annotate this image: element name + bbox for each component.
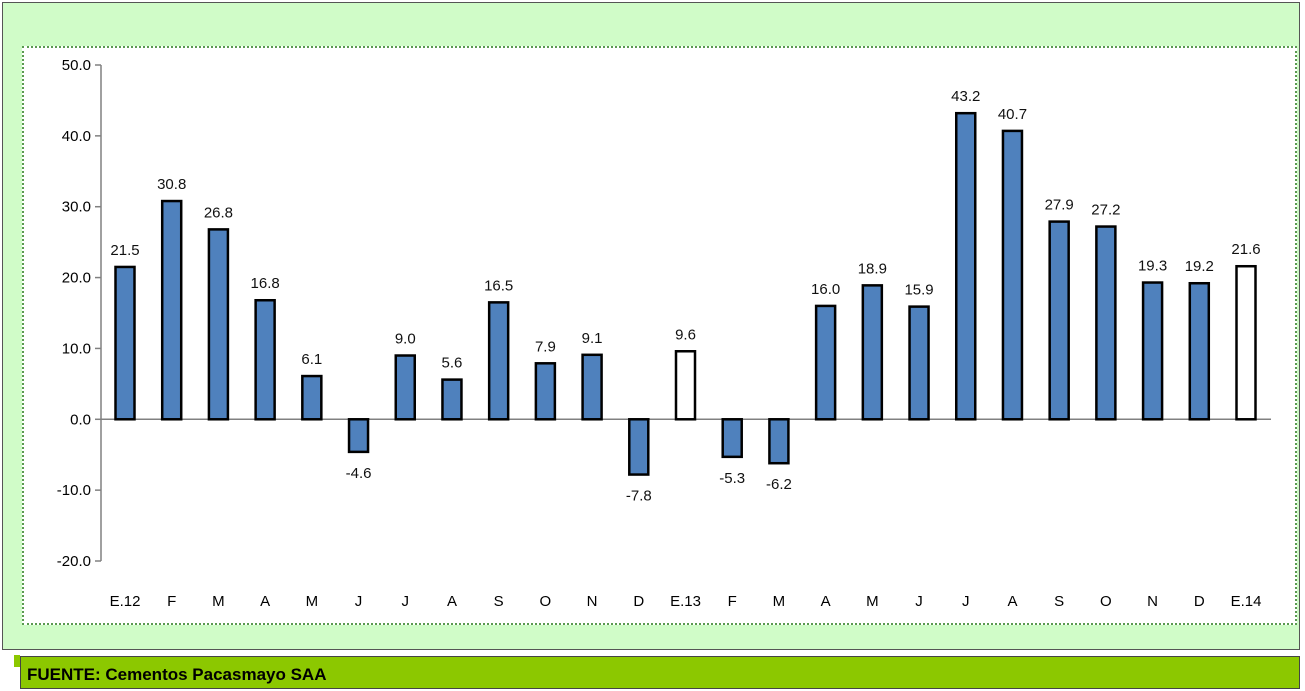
bar: [114, 265, 136, 421]
x-tick-label: M: [773, 593, 786, 610]
bar: [674, 350, 697, 421]
x-tick-label: D: [633, 593, 644, 610]
bar: [955, 111, 977, 421]
x-tick-label: E.14: [1231, 593, 1262, 610]
bar: [487, 301, 510, 421]
x-tick-label: J: [962, 593, 970, 610]
x-tick-label: J: [915, 593, 923, 610]
data-label: -5.3: [719, 470, 745, 487]
x-tick-label: M: [306, 593, 319, 610]
x-tick-label: A: [447, 593, 457, 610]
data-label: 30.8: [157, 176, 186, 193]
bar: [347, 418, 370, 454]
data-label: 19.2: [1185, 258, 1214, 275]
x-tick-label: E.13: [670, 593, 701, 610]
bar: [254, 298, 276, 421]
data-label: 6.1: [301, 351, 322, 368]
bar: [1141, 281, 1164, 421]
axes: 50.0 40.0 30.0 20.0 10.0 0.0 -10.0 -20.0: [57, 57, 1271, 570]
x-tick-label: S: [1054, 593, 1064, 610]
bar: [721, 418, 743, 459]
x-tick-label: E.12: [110, 593, 141, 610]
bar: [1048, 220, 1070, 421]
x-tick-label: O: [1100, 593, 1112, 610]
bar: [1001, 129, 1024, 421]
y-tick-label: 0.0: [70, 411, 91, 428]
data-label: 21.6: [1231, 241, 1260, 258]
bar: [394, 354, 416, 421]
x-tick-label: J: [402, 593, 410, 610]
data-label: -4.6: [346, 465, 372, 482]
data-label: 9.0: [395, 331, 416, 348]
data-label: 21.5: [110, 242, 139, 259]
bar: [301, 374, 323, 421]
x-tick-label: M: [866, 593, 879, 610]
data-label: 16.5: [484, 277, 513, 294]
y-tick-label: 40.0: [62, 128, 91, 145]
source-marker: [14, 655, 20, 667]
bar: [207, 228, 230, 421]
data-label: 9.1: [582, 330, 603, 347]
bar: [160, 199, 183, 421]
source-text: FUENTE: Cementos Pacasmayo SAA: [27, 665, 327, 684]
x-tick-label: F: [167, 593, 176, 610]
y-tick-label: 30.0: [62, 199, 91, 216]
data-label: 19.3: [1138, 258, 1167, 275]
data-label: 5.6: [442, 355, 463, 372]
x-tick-label: A: [260, 593, 270, 610]
bar: [1235, 264, 1257, 421]
data-label: 26.8: [204, 204, 233, 221]
x-tick-label: A: [1007, 593, 1017, 610]
data-label: 40.7: [998, 106, 1027, 123]
x-tick-label: S: [494, 593, 504, 610]
y-tick-label: 50.0: [62, 57, 91, 74]
bar: [628, 418, 650, 476]
data-labels: 21.5 E.12 30.8 F 26.8 M 16.8 A 6.1 M -4.6 J 9.0 J 5.6 A…: [110, 88, 1262, 610]
y-tick-label: -10.0: [57, 482, 91, 499]
x-tick-label: J: [355, 593, 363, 610]
plot-area: [22, 46, 1297, 625]
bars: [114, 111, 1257, 476]
x-tick-label: A: [821, 593, 831, 610]
x-tick-label: D: [1194, 593, 1205, 610]
bar: [581, 353, 603, 421]
data-label: 15.9: [904, 282, 933, 299]
data-label: 27.2: [1091, 202, 1120, 219]
data-label: 27.9: [1045, 197, 1074, 214]
bar: [441, 378, 463, 421]
x-tick-label: N: [587, 593, 598, 610]
bar: [534, 362, 557, 421]
data-label: -6.2: [766, 476, 792, 493]
x-tick-label: F: [728, 593, 737, 610]
data-label: 9.6: [675, 326, 696, 343]
bar: [768, 418, 790, 465]
bar: [1188, 281, 1211, 421]
y-tick-label: 20.0: [62, 270, 91, 287]
y-tick-label: -20.0: [57, 553, 91, 570]
bar: [1095, 225, 1117, 421]
data-label: 7.9: [535, 338, 556, 355]
data-label: 16.8: [251, 275, 280, 292]
y-tick-label: 10.0: [62, 340, 91, 357]
data-label: 18.9: [858, 260, 887, 277]
x-tick-label: O: [540, 593, 552, 610]
bar: [861, 284, 884, 421]
data-label: -7.8: [626, 488, 652, 505]
x-tick-label: N: [1147, 593, 1158, 610]
x-tick-label: M: [212, 593, 225, 610]
bar: [908, 305, 930, 421]
data-label: 43.2: [951, 88, 980, 105]
chart-frame: [2, 2, 1300, 650]
data-label: 16.0: [811, 281, 840, 298]
bar: [814, 304, 837, 421]
source-bar: FUENTE: Cementos Pacasmayo SAA: [20, 656, 1300, 689]
